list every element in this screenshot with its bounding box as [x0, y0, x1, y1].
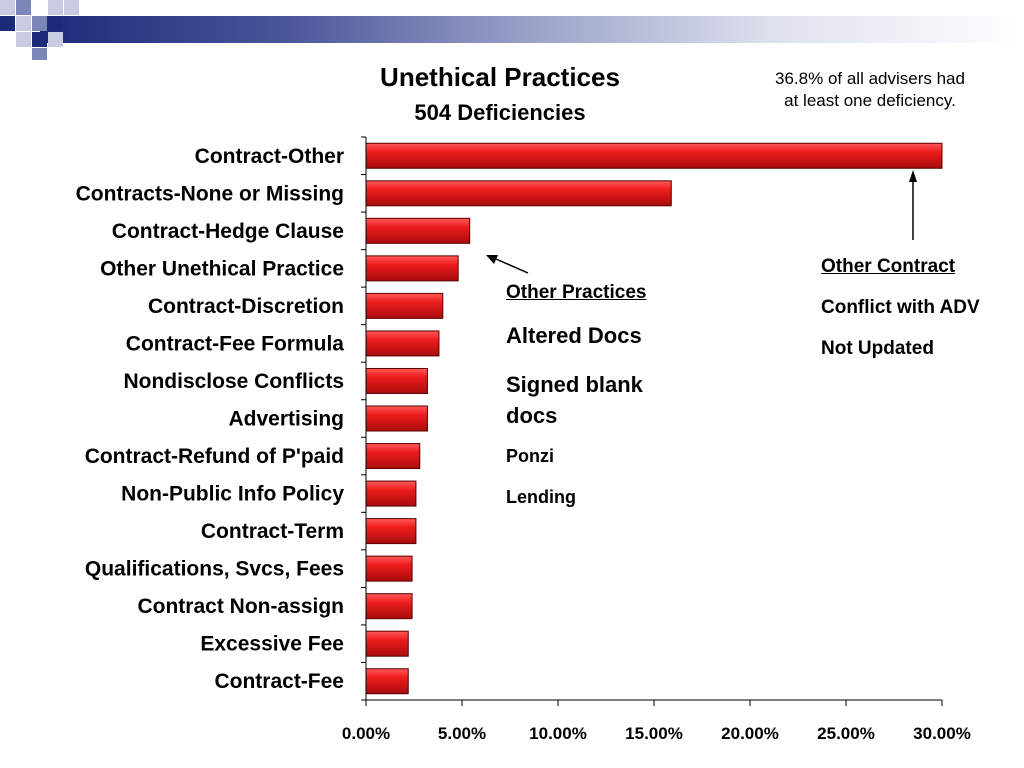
deco-square	[0, 16, 15, 31]
deco-square	[16, 0, 31, 15]
bar	[365, 180, 672, 207]
category-label: Contract-Fee	[214, 670, 344, 693]
header-gradient-band	[40, 16, 1024, 43]
bar	[365, 142, 943, 169]
other-practices-arrow-head	[486, 255, 498, 264]
x-tick-label: 30.00%	[913, 724, 971, 743]
category-label: Advertising	[228, 408, 344, 431]
category-label: Contract-Hedge Clause	[112, 220, 344, 243]
deco-square	[48, 16, 63, 31]
category-label: Contract-Other	[195, 145, 344, 168]
other-practices-heading: Other Practices	[506, 282, 647, 303]
x-tick-label: 0.00%	[342, 724, 390, 743]
other-practices-item: Altered Docs	[506, 323, 642, 348]
bar	[365, 480, 417, 507]
other-practices-item: Ponzi	[506, 446, 554, 466]
bar	[365, 443, 421, 470]
deco-square	[32, 16, 47, 31]
x-tick-label: 15.00%	[625, 724, 683, 743]
category-label: Contract-Fee Formula	[126, 332, 345, 355]
other-contract-heading: Other Contract	[821, 256, 956, 277]
other-practices-item: Lending	[506, 487, 576, 507]
bar	[365, 555, 413, 582]
category-label: Contract Non-assign	[137, 595, 344, 618]
chart-subtitle: 504 Deficiencies	[414, 100, 586, 125]
chart-title: Unethical Practices	[380, 62, 620, 92]
category-label: Non-Public Info Policy	[121, 483, 344, 506]
other-practices-arrow-line	[495, 258, 529, 274]
bar	[365, 593, 413, 620]
category-label: Contract-Refund of P'paid	[85, 445, 344, 468]
bar	[365, 405, 428, 432]
deco-square	[16, 32, 31, 47]
bar	[365, 255, 459, 282]
deco-square	[32, 48, 47, 60]
bar	[365, 630, 409, 657]
bar	[365, 217, 471, 244]
x-tick-label: 10.00%	[529, 724, 587, 743]
deco-square	[16, 16, 31, 31]
bar	[365, 292, 444, 319]
note-line-1: 36.8% of all advisers had	[775, 69, 965, 88]
category-label: Contract-Term	[201, 520, 344, 543]
bar	[365, 330, 440, 357]
deco-square	[32, 32, 47, 47]
other-contract-item: Not Updated	[821, 338, 934, 359]
adviser-deficiency-note: 36.8% of all advisers had at least one d…	[740, 68, 1000, 112]
note-line-2: at least one deficiency.	[784, 91, 956, 110]
x-tick-label: 25.00%	[817, 724, 875, 743]
category-label: Contract-Discretion	[148, 295, 344, 318]
header-decoration	[0, 0, 1024, 62]
bar	[365, 668, 409, 695]
deco-square	[48, 32, 63, 47]
deco-square	[48, 0, 63, 15]
category-label: Excessive Fee	[200, 633, 344, 656]
other-contract-arrow-head	[909, 170, 917, 182]
category-label: Other Unethical Practice	[100, 257, 344, 280]
other-contract-item: Conflict with ADV	[821, 297, 980, 318]
bar	[365, 518, 417, 545]
other-practices-item: Signed blank docs	[506, 372, 643, 428]
x-tick-label: 5.00%	[438, 724, 486, 743]
deco-square	[64, 0, 79, 15]
category-label: Contracts-None or Missing	[76, 182, 344, 205]
deco-square	[0, 0, 15, 15]
category-label: Nondisclose Conflicts	[123, 370, 344, 393]
x-tick-label: 20.00%	[721, 724, 779, 743]
bar	[365, 367, 428, 394]
category-label: Qualifications, Svcs, Fees	[85, 558, 344, 581]
